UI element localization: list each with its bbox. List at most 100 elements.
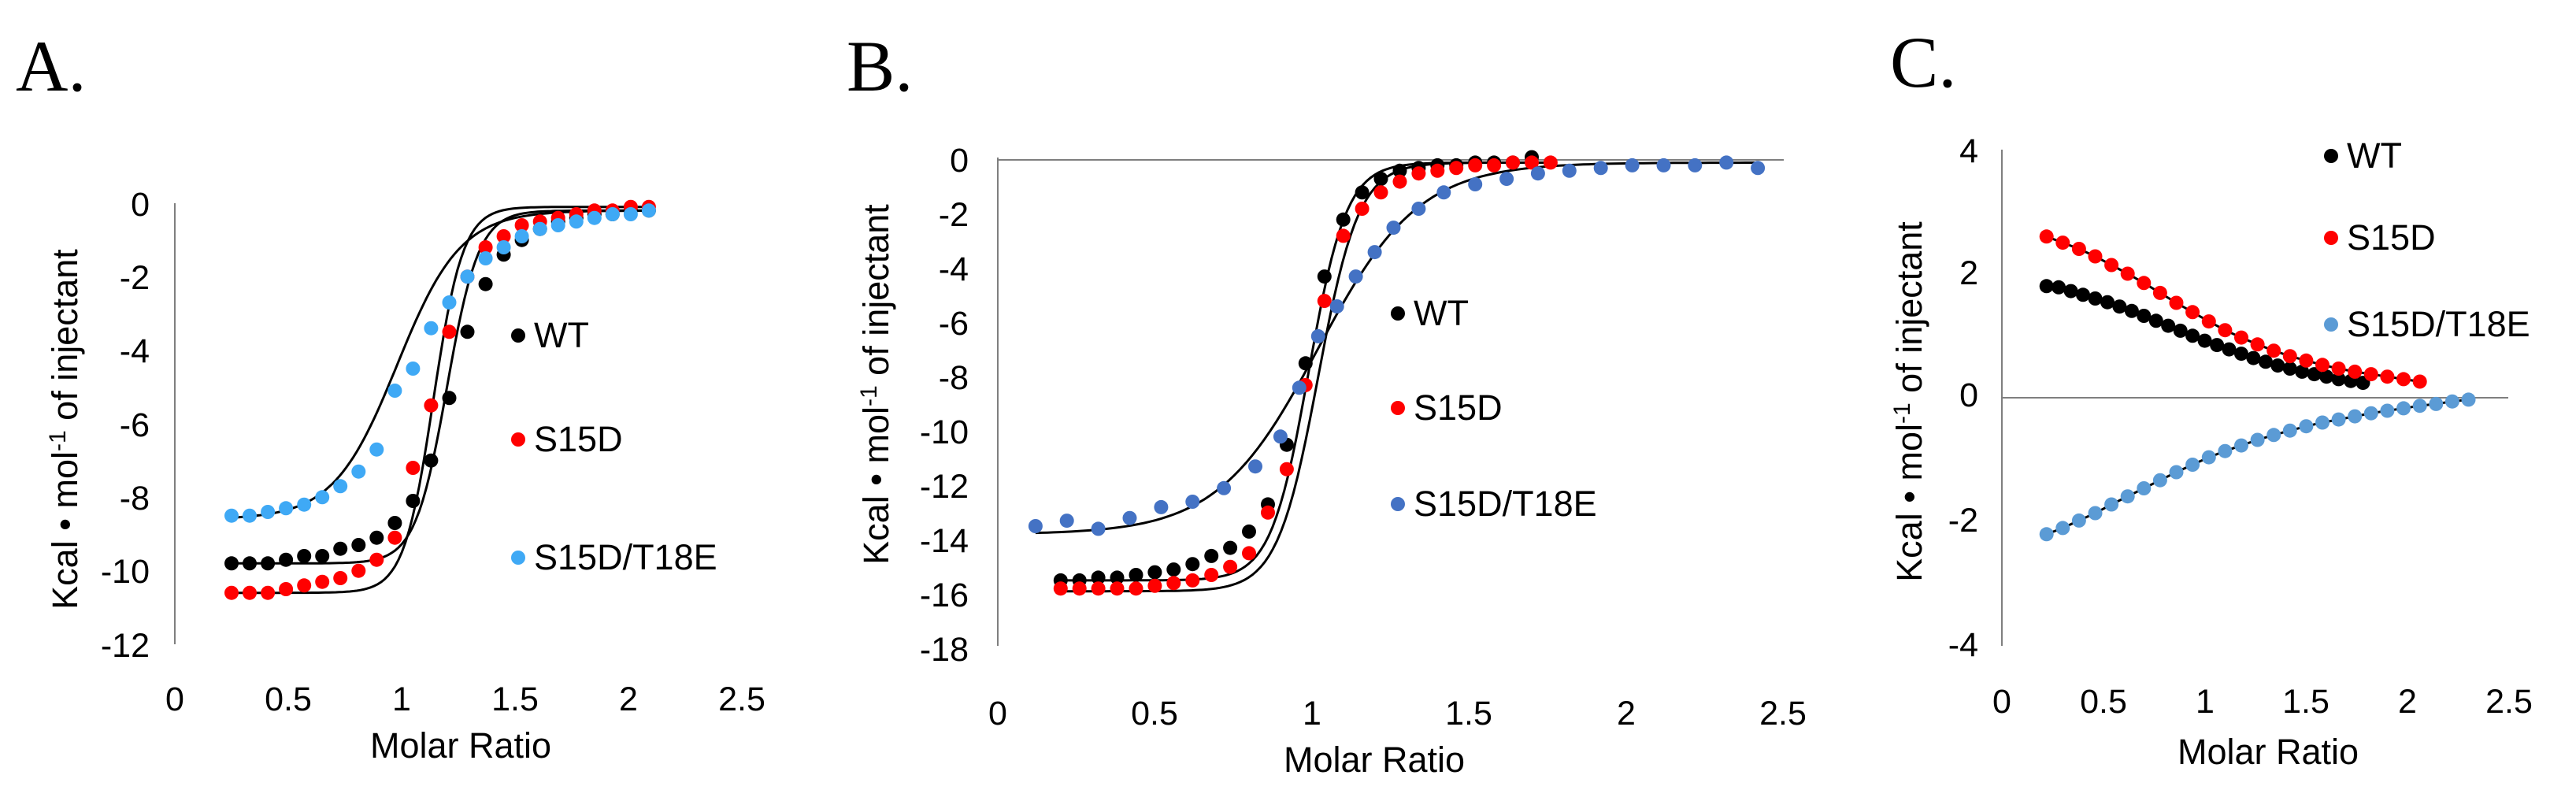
point-s15d-t18e — [2152, 473, 2167, 488]
point-s15d-t18e — [2185, 458, 2200, 472]
point-wt — [1298, 356, 1313, 371]
legend: WT S15D S15D/T18E — [511, 315, 717, 577]
point-s15d — [369, 552, 384, 567]
point-s15d — [261, 585, 276, 600]
point-s15d-t18e — [1468, 177, 1483, 191]
point-wt — [2258, 354, 2273, 369]
point-s15d-t18e — [1751, 161, 1766, 176]
y-tick-label: -6 — [120, 406, 150, 444]
point-wt — [2161, 318, 2176, 333]
point-s15d — [2152, 285, 2167, 300]
point-s15d — [2088, 249, 2103, 264]
legend-label-wt: WT — [1414, 293, 1469, 333]
point-wt — [1110, 570, 1125, 585]
point-s15d — [1449, 161, 1464, 176]
x-tick-label: 0.5 — [2080, 683, 2127, 721]
point-s15d-t18e — [2071, 513, 2086, 528]
point-s15d — [406, 461, 421, 475]
data-points — [1028, 150, 1766, 596]
point-s15d — [424, 398, 439, 413]
point-s15d-t18e — [1273, 429, 1288, 444]
x-tick-label: 1.5 — [1445, 695, 1492, 732]
point-s15d-t18e — [1154, 499, 1169, 514]
point-wt — [2185, 328, 2200, 343]
point-wt — [2137, 309, 2152, 323]
point-s15d-t18e — [1411, 202, 1426, 216]
x-ticks: 0 0.5 1 1.5 2 2.5 — [165, 680, 765, 718]
point-s15d — [2071, 242, 2086, 256]
point-s15d-t18e — [424, 321, 439, 336]
fit-line-s15d-t18e — [2046, 398, 2469, 536]
y-tick-label: -8 — [120, 480, 150, 517]
point-s15d — [2137, 276, 2152, 291]
point-s15d — [2039, 229, 2054, 244]
point-s15d — [2120, 266, 2135, 281]
point-s15d — [478, 240, 493, 254]
legend-marker-s15d-t18e — [511, 551, 525, 565]
point-wt — [261, 556, 276, 571]
point-s15d — [279, 582, 294, 596]
point-s15d-t18e — [261, 505, 276, 519]
point-s15d-t18e — [2331, 412, 2346, 427]
point-s15d — [351, 563, 366, 578]
point-s15d — [496, 229, 511, 243]
y-tick-label: 2 — [1959, 254, 1978, 292]
y-tick-label: -16 — [920, 577, 969, 614]
y-tick-label: -10 — [920, 413, 969, 451]
y-tick-label: -12 — [101, 627, 150, 665]
point-wt — [2088, 291, 2103, 306]
point-s15d — [1317, 294, 1332, 309]
point-wt — [406, 494, 421, 508]
point-s15d-t18e — [2396, 401, 2411, 416]
point-s15d — [1525, 155, 1539, 170]
y-tick-label: -12 — [920, 468, 969, 506]
point-s15d — [2348, 364, 2363, 379]
point-s15d — [1110, 581, 1125, 596]
x-ticks: 0 0.5 1 1.5 2 2.5 — [988, 695, 1807, 732]
point-s15d — [442, 324, 457, 339]
x-tick-label: 0.5 — [1131, 695, 1178, 732]
x-tick-label: 0 — [165, 680, 184, 718]
y-tick-label: -14 — [920, 522, 969, 560]
x-tick-label: 2 — [619, 680, 638, 718]
point-s15d — [1185, 573, 1200, 588]
point-wt — [224, 556, 239, 571]
point-s15d-t18e — [2267, 428, 2281, 443]
point-wt — [1091, 570, 1106, 585]
point-s15d-t18e — [2234, 438, 2248, 453]
point-wt — [1223, 540, 1238, 555]
point-wt — [1336, 212, 1351, 227]
point-s15d-t18e — [1059, 514, 1074, 528]
y-tick-label: -4 — [1948, 626, 1978, 664]
point-wt — [424, 453, 439, 468]
y-ticks: 0 -2 -4 -6 -8 -10 -12 -14 -16 -18 — [920, 142, 969, 669]
point-s15d-t18e — [2282, 423, 2297, 438]
point-s15d — [2331, 362, 2346, 376]
point-s15d-t18e — [1217, 480, 1232, 495]
point-wt — [369, 530, 384, 545]
point-s15d-t18e — [2461, 392, 2476, 407]
point-s15d-t18e — [1499, 172, 1514, 187]
point-s15d — [1487, 158, 1502, 172]
panel-b: B. Kcal • mol-1 of injectant Molar Ratio… — [847, 26, 1807, 780]
point-wt — [2148, 313, 2163, 328]
data-points — [224, 199, 656, 600]
point-s15d — [2396, 372, 2411, 387]
point-s15d-t18e — [2104, 497, 2119, 512]
data-points — [2039, 229, 2476, 542]
point-s15d-t18e — [333, 479, 348, 494]
point-wt — [333, 541, 348, 556]
point-wt — [243, 556, 257, 571]
fit-line-s15d-t18e — [1035, 161, 1759, 535]
point-s15d — [1355, 202, 1370, 216]
x-tick-label: 0 — [988, 695, 1007, 732]
point-s15d-t18e — [478, 251, 493, 265]
point-s15d-t18e — [1656, 158, 1671, 172]
point-s15d — [2412, 374, 2427, 389]
point-s15d-t18e — [605, 207, 620, 221]
point-wt — [2197, 333, 2212, 348]
legend-label-s15d: S15D — [2347, 217, 2436, 258]
y-tick-label: -2 — [939, 196, 969, 234]
point-s15d — [1091, 581, 1106, 596]
